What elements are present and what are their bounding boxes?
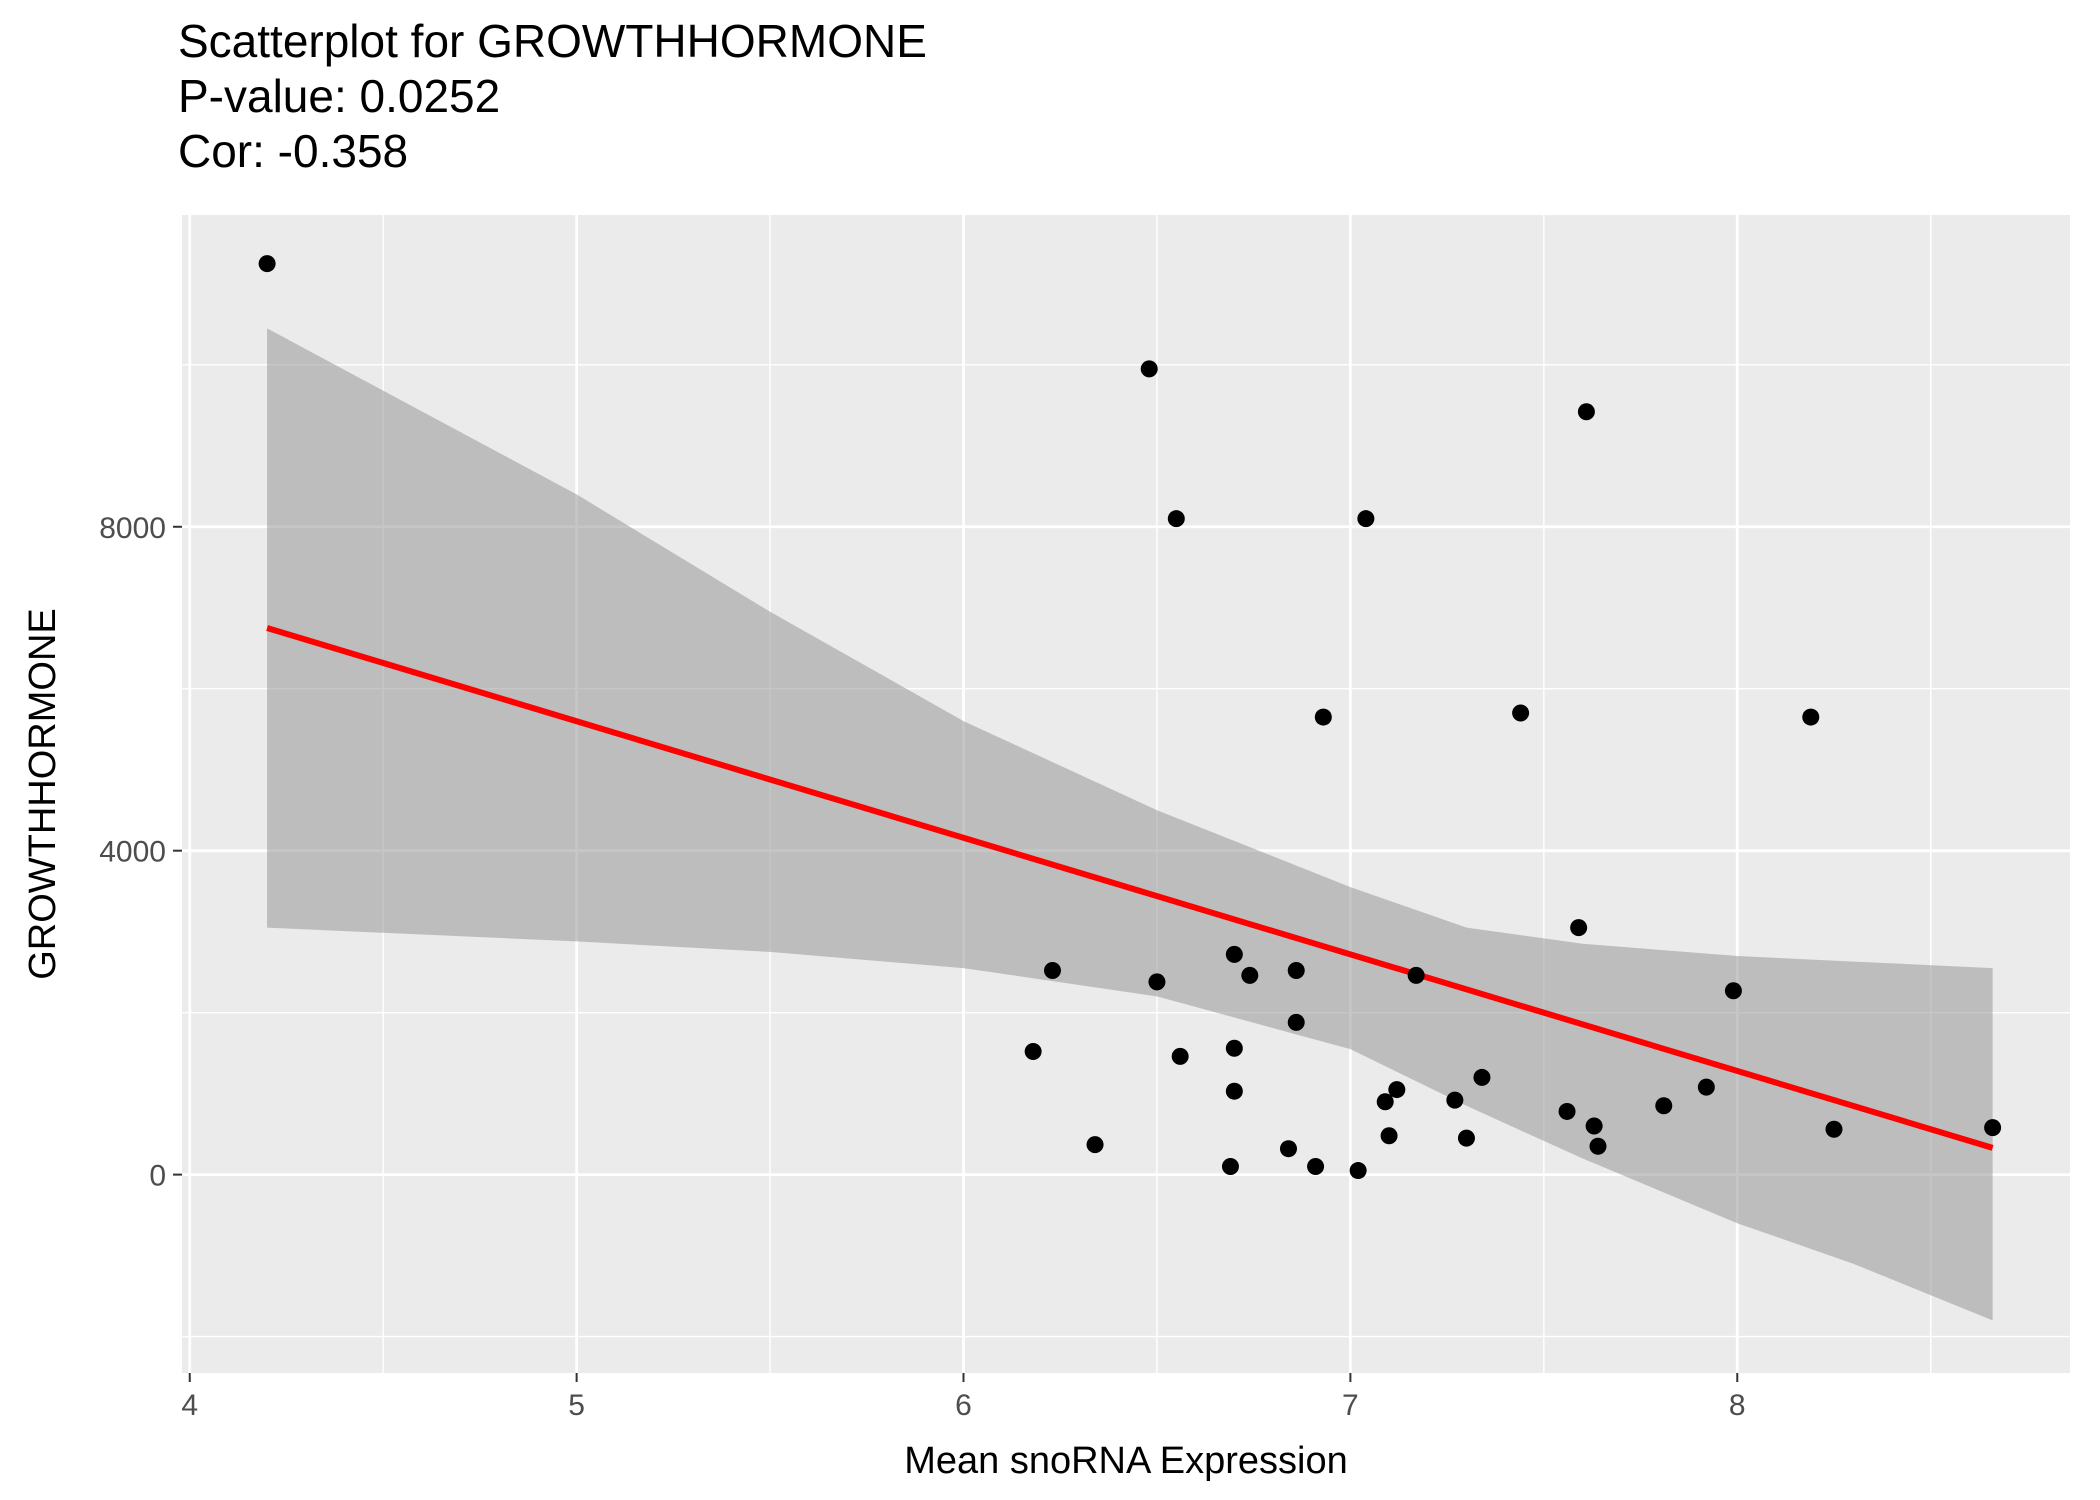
data-point: [1357, 510, 1375, 528]
data-point: [1984, 1119, 2002, 1137]
data-point: [1570, 919, 1588, 937]
x-tick-label: 8: [1729, 1389, 1746, 1422]
data-point: [1577, 403, 1595, 421]
data-point: [1589, 1137, 1607, 1155]
data-point: [1457, 1129, 1475, 1147]
data-point: [1086, 1136, 1104, 1154]
data-point: [1802, 708, 1820, 726]
minor-grid: [182, 215, 2070, 1373]
axes: 4 5 6 7 8 0 4000 8000: [99, 512, 1745, 1422]
data-point: [258, 255, 276, 273]
y-tick-label: 4000: [99, 836, 166, 869]
chart-title: Scatterplot for GROWTHHORMONE P-value: 0…: [178, 14, 927, 179]
data-point: [1825, 1120, 1843, 1138]
data-point: [1171, 1047, 1189, 1065]
x-tick-label: 4: [181, 1389, 198, 1422]
data-point: [1473, 1068, 1491, 1086]
x-tick-label: 7: [1342, 1389, 1359, 1422]
confidence-band: [267, 328, 1993, 1321]
plot-panel: [182, 215, 2070, 1373]
data-point: [1140, 360, 1158, 378]
data-point: [1225, 1039, 1243, 1057]
data-point: [1287, 962, 1305, 980]
data-point: [1446, 1091, 1464, 1109]
y-tick-label: 0: [149, 1160, 166, 1193]
regression-line: [266, 625, 1994, 1151]
data-point: [1043, 962, 1061, 980]
data-point: [1279, 1140, 1297, 1158]
confidence-band-overlay: [267, 328, 1993, 1321]
data-point: [1512, 704, 1530, 722]
data-point: [1287, 1013, 1305, 1031]
data-point: [1558, 1102, 1576, 1120]
x-tick-label: 5: [568, 1389, 585, 1422]
data-point: [1697, 1078, 1715, 1096]
data-point: [1241, 966, 1259, 984]
data-point: [1225, 1082, 1243, 1100]
data-point: [1349, 1162, 1367, 1180]
data-point: [1655, 1097, 1673, 1115]
data-point: [1225, 945, 1243, 963]
y-axis-label: GROWTHHORMONE: [22, 608, 64, 980]
data-point: [1585, 1117, 1603, 1135]
data-point: [1724, 982, 1742, 1000]
y-tick-label: 8000: [99, 512, 166, 545]
major-grid: [182, 215, 2070, 1373]
data-point: [1388, 1081, 1406, 1099]
title-line: Scatterplot for GROWTHHORMONE: [178, 15, 927, 67]
data-point: [1148, 973, 1166, 991]
data-point: [1221, 1158, 1239, 1176]
data-point: [1314, 708, 1332, 726]
data-point: [1376, 1093, 1394, 1111]
x-axis-label: Mean snoRNA Expression: [904, 1440, 1348, 1482]
data-point: [1407, 966, 1425, 984]
data-points: [258, 255, 2002, 1180]
correlation-line: Cor: -0.358: [178, 125, 409, 177]
data-point: [1380, 1127, 1398, 1145]
data-point: [1024, 1043, 1042, 1061]
data-point: [1167, 510, 1185, 528]
data-point: [1307, 1158, 1325, 1176]
x-tick-label: 6: [955, 1389, 972, 1422]
p-value-line: P-value: 0.0252: [178, 70, 501, 122]
